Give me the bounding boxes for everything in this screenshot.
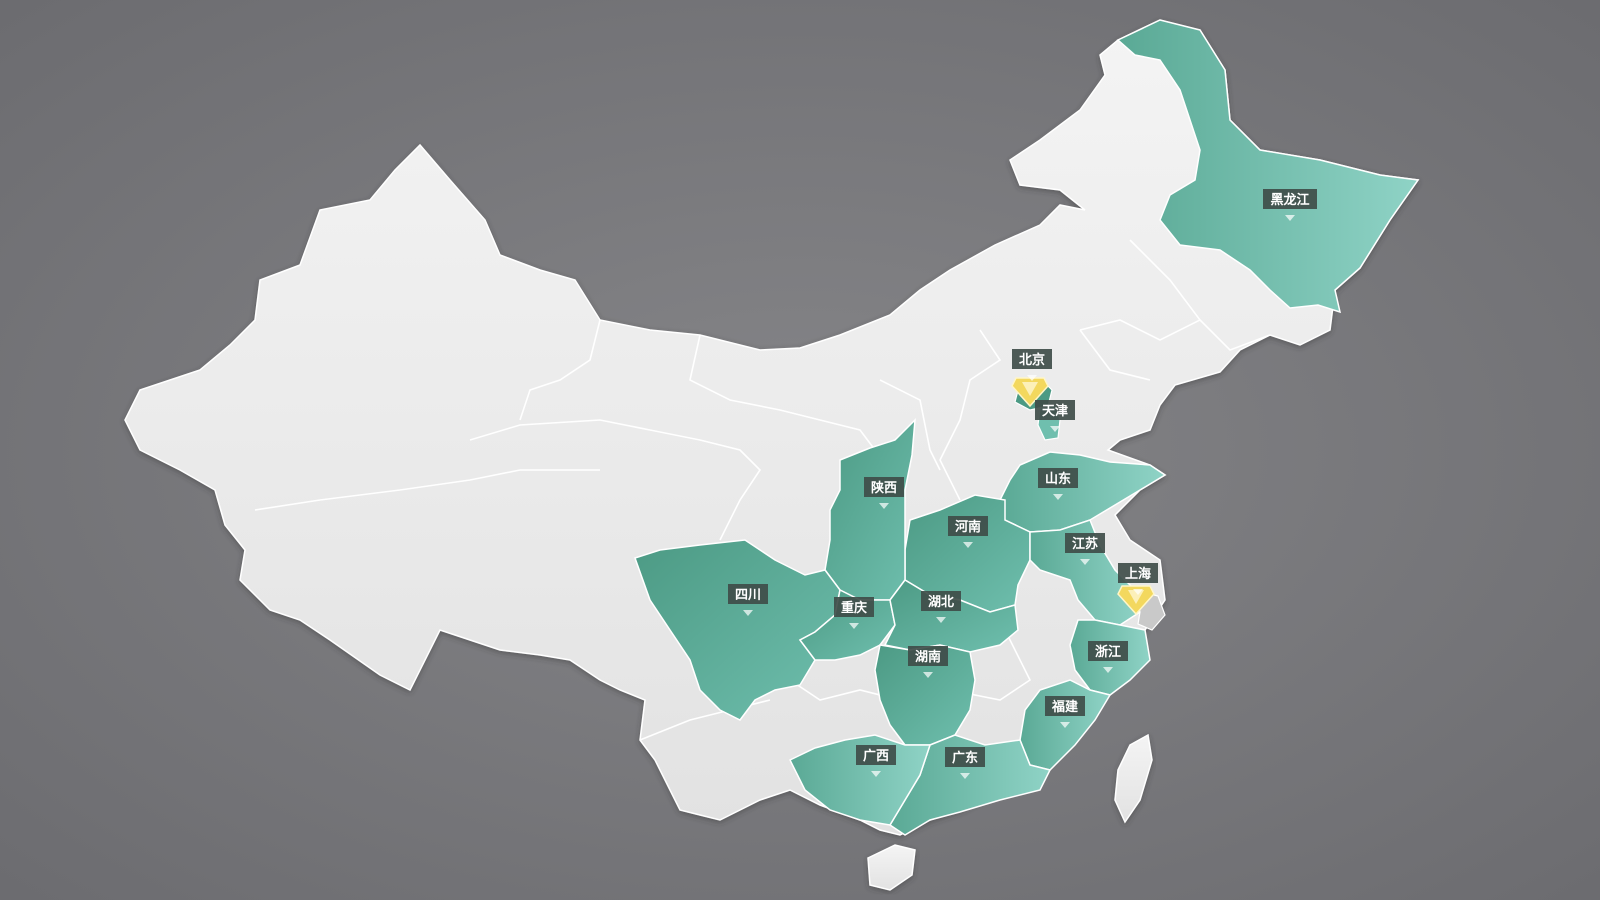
province-label-chongqing[interactable]: 重庆 — [834, 597, 874, 629]
label-pointer-icon — [879, 503, 889, 509]
diamond-highlight-icon — [1128, 590, 1144, 604]
island-hainan — [867, 844, 916, 891]
label-bg — [1263, 189, 1317, 209]
label-bg — [948, 516, 988, 536]
label-pointer-icon — [1285, 215, 1295, 221]
island-taiwan — [1114, 733, 1153, 824]
province-label-shanghai[interactable]: 上海 — [1118, 563, 1158, 595]
label-text: 福建 — [1051, 699, 1078, 715]
province-label-zhejiang[interactable]: 浙江 — [1088, 641, 1128, 673]
label-text: 广东 — [952, 750, 978, 766]
label-text: 湖北 — [928, 595, 954, 610]
shanghai-pin[interactable] — [1117, 585, 1155, 616]
label-bg — [1045, 696, 1085, 716]
label-pointer-icon — [1027, 375, 1037, 381]
label-pointer-icon — [1103, 667, 1113, 673]
label-bg — [834, 597, 874, 617]
province-label-guangxi[interactable]: 广西 — [856, 745, 896, 777]
label-pointer-icon — [963, 542, 973, 548]
province-label-hubei[interactable]: 湖北 — [921, 591, 961, 623]
label-bg — [908, 646, 948, 666]
label-text: 湖南 — [915, 649, 941, 665]
label-bg — [921, 591, 961, 611]
province-heilongjiang[interactable] — [1116, 19, 1420, 314]
label-pointer-icon — [936, 617, 946, 623]
label-bg — [1012, 349, 1052, 369]
province-label-hunan[interactable]: 湖南 — [908, 646, 948, 678]
beijing-pin[interactable] — [1011, 377, 1049, 408]
label-bg — [1035, 400, 1075, 420]
label-pointer-icon — [923, 672, 933, 678]
label-pointer-icon — [1053, 494, 1063, 500]
province-label-tianjin[interactable]: 天津 — [1035, 400, 1075, 432]
label-text: 河南 — [955, 519, 981, 535]
label-bg — [728, 584, 768, 604]
province-label-guangdong[interactable]: 广东 — [945, 747, 985, 779]
label-bg — [1065, 533, 1105, 553]
label-bg — [1088, 641, 1128, 661]
label-pointer-icon — [849, 623, 859, 629]
province-label-henan[interactable]: 河南 — [948, 516, 988, 548]
label-text: 江苏 — [1072, 536, 1098, 552]
label-bg — [864, 477, 904, 497]
label-bg — [856, 745, 896, 765]
label-text: 上海 — [1125, 566, 1151, 582]
province-label-jiangsu[interactable]: 江苏 — [1065, 533, 1105, 565]
label-text: 四川 — [735, 588, 761, 603]
label-text: 广西 — [863, 748, 889, 764]
label-pointer-icon — [960, 773, 970, 779]
label-text: 浙江 — [1095, 644, 1121, 660]
label-pointer-icon — [1060, 722, 1070, 728]
province-label-shaanxi[interactable]: 陕西 — [864, 477, 904, 509]
label-text: 黑龙江 — [1270, 192, 1309, 208]
label-pointer-icon — [871, 771, 881, 777]
label-bg — [945, 747, 985, 767]
label-pointer-icon — [1050, 426, 1060, 432]
province-label-heilongjiang[interactable]: 黑龙江 — [1263, 189, 1317, 221]
label-pointer-icon — [1133, 589, 1143, 595]
label-pointer-icon — [1080, 559, 1090, 565]
label-pointer-icon — [743, 610, 753, 616]
label-text: 北京 — [1019, 352, 1045, 368]
label-text: 陕西 — [871, 480, 897, 496]
label-bg — [1038, 468, 1078, 488]
province-label-sichuan[interactable]: 四川 — [728, 584, 768, 616]
pins-layer — [1011, 377, 1155, 616]
province-label-fujian[interactable]: 福建 — [1045, 696, 1085, 728]
province-label-shandong[interactable]: 山东 — [1038, 468, 1078, 500]
label-text: 天津 — [1042, 403, 1068, 419]
province-jiangsu[interactable] — [1029, 519, 1141, 626]
label-bg — [1118, 563, 1158, 583]
label-text: 山东 — [1045, 471, 1071, 487]
label-text: 重庆 — [841, 600, 867, 616]
province-label-beijing[interactable]: 北京 — [1012, 349, 1052, 381]
diamond-highlight-icon — [1022, 382, 1038, 396]
